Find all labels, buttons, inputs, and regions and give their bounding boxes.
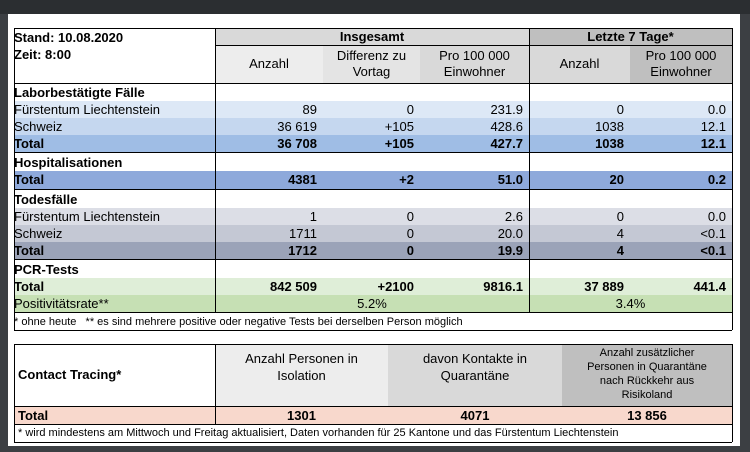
divider — [215, 45, 732, 46]
zeit-label: Zeit: 8:00 — [14, 47, 72, 62]
cell-anzahl7: 0 — [529, 208, 630, 225]
cell-anzahl7: 1038 — [529, 135, 630, 152]
contact-total-isolation: 1301 — [215, 407, 388, 424]
cell-pro: 20.0 — [420, 225, 529, 242]
cell-anzahl7: 20 — [529, 171, 630, 189]
cell-pro: 9816.1 — [420, 278, 529, 295]
cell-pro: 2.6 — [420, 208, 529, 225]
divider — [14, 344, 15, 442]
contact-col-quarantaene: davon Kontakte in Quarantäne — [388, 344, 562, 406]
footnote-1: * ohne heute ** es sind mehrere positive… — [14, 316, 463, 328]
cell-pro7: 0.0 — [630, 101, 732, 118]
section-todesfaelle-title: Todesfälle — [14, 192, 78, 207]
cell-pro: 51.0 — [420, 171, 529, 189]
divider — [732, 28, 733, 330]
contact-total-rueckkehr: 13 856 — [562, 407, 732, 424]
divider — [14, 259, 732, 260]
divider — [14, 406, 732, 407]
row-label: Schweiz — [14, 118, 215, 135]
divider — [14, 189, 732, 190]
covid-report-sheet: Stand: 10.08.2020 Zeit: 8:00 Insgesamt L… — [8, 14, 740, 446]
cell-diff: 0 — [323, 242, 420, 259]
cell-anzahl7: 37 889 — [529, 278, 630, 295]
divider — [14, 28, 732, 29]
row-label: Total — [14, 242, 215, 259]
cell-diff: +105 — [323, 118, 420, 135]
section-hospitalisationen-title: Hospitalisationen — [14, 155, 123, 170]
cell-pro7: <0.1 — [630, 225, 732, 242]
cell-pro7: 12.1 — [630, 118, 732, 135]
divider — [14, 28, 15, 330]
section-pcr-title: PCR-Tests — [14, 262, 79, 277]
divider — [14, 344, 732, 345]
row-label: Fürstentum Liechtenstein — [14, 101, 215, 118]
stand-label: Stand: 10.08.2020 — [14, 30, 124, 45]
cell-diff: 0 — [323, 208, 420, 225]
contact-col-isolation: Anzahl Personen in Isolation — [215, 344, 388, 406]
cell-pro7: 0.0 — [630, 208, 732, 225]
cell-diff: +2 — [323, 171, 420, 189]
cell-pro7: <0.1 — [630, 242, 732, 259]
col-pro100k7-header: Pro 100 000 Einwohner — [630, 45, 732, 83]
divider — [14, 312, 732, 313]
col-anzahl-header: Anzahl — [215, 45, 323, 83]
letzte7-header: Letzte 7 Tage* — [529, 28, 732, 45]
col-pro100k-header: Pro 100 000 Einwohner — [420, 45, 529, 83]
divider — [215, 344, 216, 424]
divider — [14, 330, 732, 331]
cell-anzahl7: 4 — [529, 225, 630, 242]
insgesamt-header: Insgesamt — [215, 28, 529, 45]
cell-anzahl: 89 — [215, 101, 323, 118]
cell-diff: +105 — [323, 135, 420, 152]
row-label: Total — [14, 171, 215, 189]
contact-total-quarantaene: 4071 — [388, 407, 562, 424]
cell-pro: 428.6 — [420, 118, 529, 135]
cell-diff: 0 — [323, 225, 420, 242]
cell-anzahl7: 1038 — [529, 118, 630, 135]
divider — [215, 28, 216, 312]
cell-anzahl: 1 — [215, 208, 323, 225]
cell-anzahl: 1712 — [215, 242, 323, 259]
cell-anzahl: 842 509 — [215, 278, 323, 295]
contact-col-rueckkehr: Anzahl zusätzlicher Personen in Quarantä… — [562, 344, 732, 406]
row-label: Fürstentum Liechtenstein — [14, 208, 215, 225]
section-laborbestaetigt-title: Laborbestätigte Fälle — [14, 85, 145, 100]
cell-anzahl: 36 619 — [215, 118, 323, 135]
col-anzahl7-header: Anzahl — [529, 45, 630, 83]
window-top-bar — [0, 0, 750, 14]
cell-pro7: 12.1 — [630, 135, 732, 152]
contact-total-label: Total — [14, 407, 215, 424]
cell-anzahl: 4381 — [215, 171, 323, 189]
positivitaetsrate-value: 5.2% — [215, 295, 529, 312]
cell-pro7: 441.4 — [630, 278, 732, 295]
divider — [14, 83, 732, 84]
row-label: Total — [14, 278, 215, 295]
cell-anzahl7: 0 — [529, 101, 630, 118]
contact-tracing-title: Contact Tracing* — [18, 367, 122, 382]
cell-pro7: 0.2 — [630, 171, 732, 189]
cell-pro: 19.9 — [420, 242, 529, 259]
positivitaetsrate-label: Positivitätsrate** — [14, 295, 215, 312]
row-label: Total — [14, 135, 215, 152]
cell-pro: 427.7 — [420, 135, 529, 152]
cell-diff: +2100 — [323, 278, 420, 295]
divider — [14, 152, 732, 153]
row-label: Schweiz — [14, 225, 215, 242]
divider — [14, 424, 732, 425]
cell-anzahl7: 4 — [529, 242, 630, 259]
divider — [14, 442, 732, 443]
col-differenz-header: Differenz zu Vortag — [323, 45, 420, 83]
cell-anzahl: 1711 — [215, 225, 323, 242]
cell-anzahl: 36 708 — [215, 135, 323, 152]
footnote-2: * wird mindestens am Mittwoch und Freita… — [18, 427, 619, 439]
divider — [732, 344, 733, 442]
cell-diff: 0 — [323, 101, 420, 118]
divider — [529, 28, 530, 312]
positivitaetsrate-value7: 3.4% — [529, 295, 732, 312]
cell-pro: 231.9 — [420, 101, 529, 118]
